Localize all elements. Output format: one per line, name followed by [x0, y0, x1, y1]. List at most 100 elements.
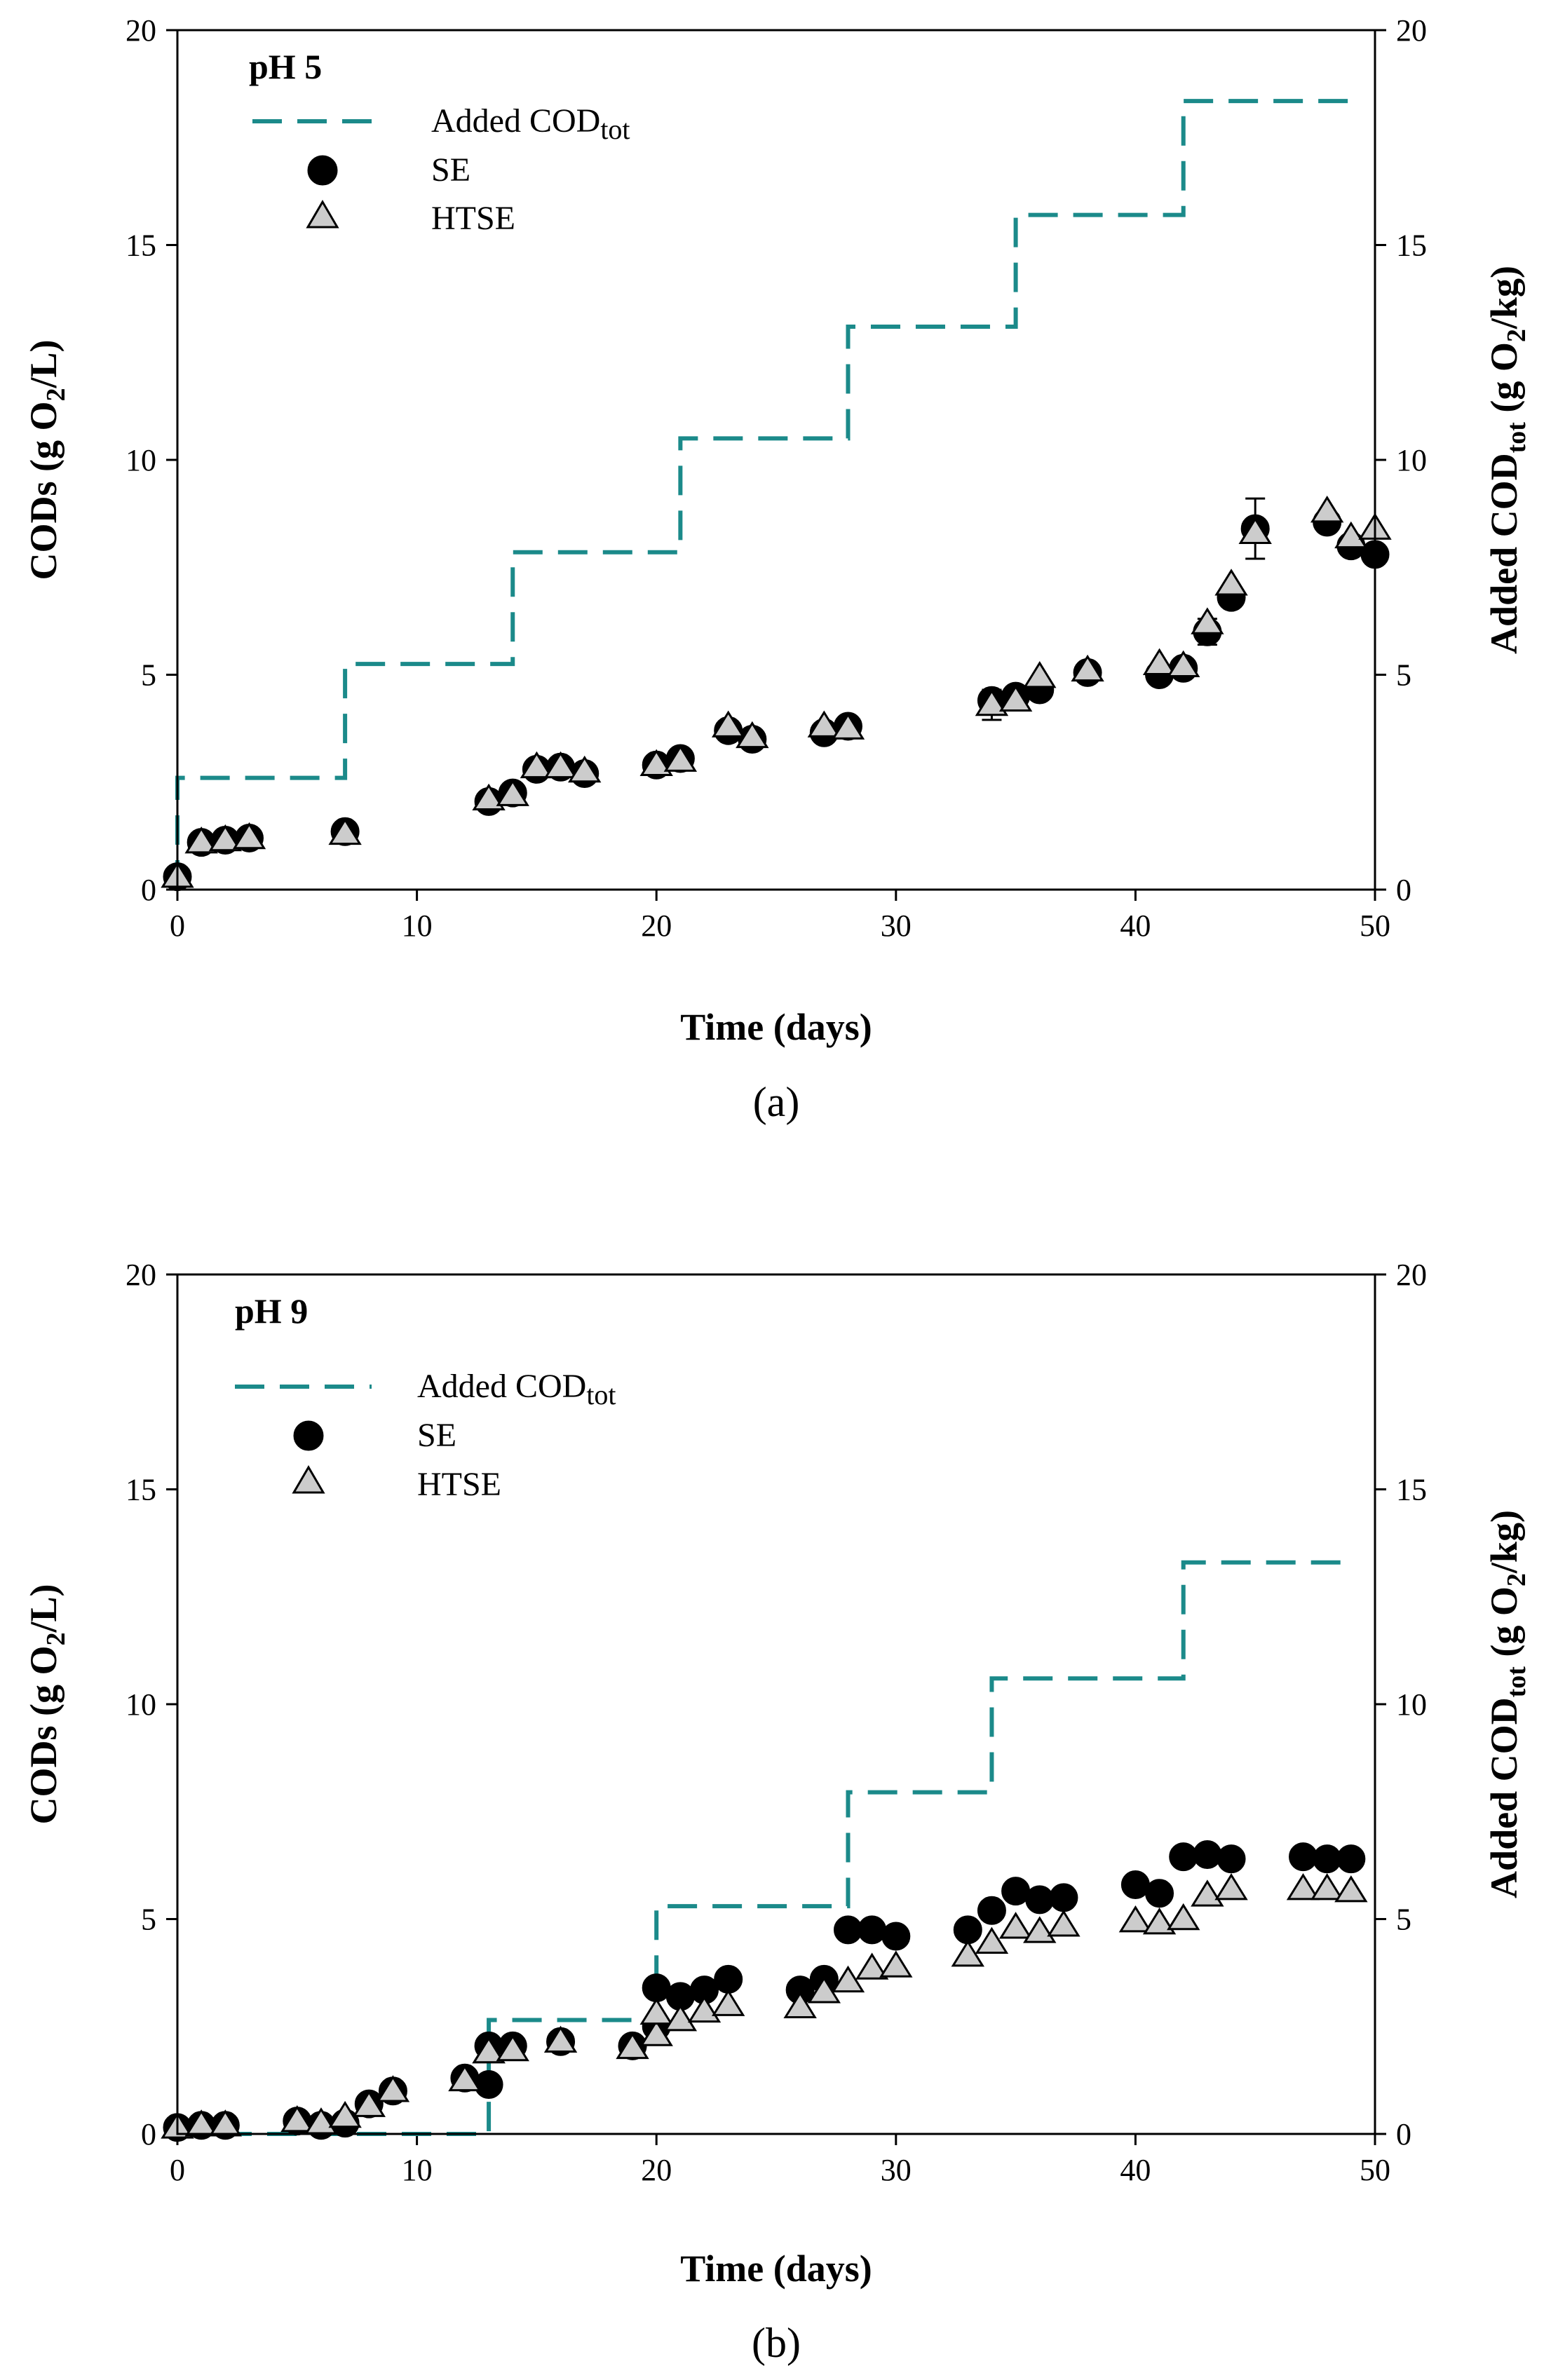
x-axis-title: Time (days)	[680, 1006, 872, 1048]
x-tick-label: 30	[881, 909, 912, 943]
htse-point	[328, 817, 362, 845]
x-tick-label: 10	[402, 2153, 433, 2187]
plot-frame	[176, 29, 1376, 891]
htse-point	[208, 824, 243, 852]
panel-label: (a)	[753, 1079, 800, 1125]
htse-point	[711, 710, 745, 737]
htse-point	[1167, 650, 1200, 678]
htse-point	[1310, 495, 1344, 523]
htse-point	[663, 744, 698, 772]
condition-label: pH 9	[235, 1291, 308, 1331]
se-point	[1145, 1879, 1174, 1908]
plot-frame	[176, 1273, 1376, 2135]
htse-point	[1142, 1908, 1177, 1935]
htse-point	[543, 751, 578, 779]
x-tick-label: 50	[1360, 2153, 1390, 2187]
y-right-tick-label: 10	[1396, 1687, 1427, 1722]
legend-se-marker	[293, 1420, 324, 1451]
legend-se-label: SE	[431, 151, 470, 189]
htse-point	[687, 1995, 722, 2023]
htse-point	[855, 1952, 889, 1980]
se-point	[714, 1964, 743, 1994]
x-tick-label: 40	[1120, 909, 1151, 943]
y-right-tick-label: 20	[1396, 1258, 1427, 1292]
htse-point	[639, 749, 673, 777]
panel-label: (b)	[752, 2320, 801, 2366]
y-axis-right-title: Added CODtot (g O2/kg)	[1483, 1510, 1531, 1898]
y-tick-label: 0	[141, 873, 156, 907]
htse-point	[639, 2019, 673, 2046]
htse-point	[975, 1926, 1009, 1954]
htse-point	[1191, 1879, 1224, 1907]
y-tick-label: 15	[126, 1473, 156, 1507]
se-point	[1169, 1842, 1198, 1872]
legend-se-label: SE	[417, 1417, 456, 1454]
se-point	[1120, 1870, 1150, 1899]
se-point	[833, 1915, 862, 1945]
se-point	[474, 2070, 503, 2100]
htse-point	[280, 2105, 314, 2133]
htse-point	[1023, 660, 1057, 688]
htse-point	[1334, 1875, 1368, 1903]
se-point	[953, 1915, 982, 1945]
htse-point	[951, 1940, 984, 1967]
htse-point	[496, 2034, 529, 2062]
htse-point	[472, 783, 506, 811]
legend-htse-marker	[292, 1465, 325, 1494]
htse-point	[831, 712, 865, 740]
x-tick-label: 0	[170, 909, 185, 943]
legend-htse-label: HTSE	[417, 1466, 501, 1503]
x-tick-label: 40	[1120, 2153, 1151, 2187]
htse-point	[568, 755, 602, 783]
htse-point	[1191, 607, 1224, 634]
y-tick-label: 5	[141, 658, 156, 693]
htse-point	[1118, 1905, 1153, 1933]
htse-point	[1310, 1873, 1344, 1900]
y-axis-right-title: Added CODtot (g O2/kg)	[1483, 266, 1531, 654]
y-right-tick-label: 20	[1396, 13, 1427, 48]
y-right-tick-label: 0	[1396, 873, 1411, 907]
x-tick-label: 30	[881, 2153, 912, 2187]
htse-point	[616, 2032, 649, 2060]
htse-point	[448, 2064, 482, 2092]
x-tick-label: 10	[402, 909, 433, 943]
se-point	[1289, 1842, 1318, 1872]
y-axis-title: CODs (g O2/L)	[22, 1584, 71, 1824]
htse-point	[1023, 1916, 1057, 1943]
htse-point	[783, 1991, 817, 2018]
y-right-tick-label: 0	[1396, 2117, 1411, 2151]
y-tick-label: 10	[126, 1687, 156, 1722]
y-axis-title: CODs (g O2/L)	[22, 339, 71, 580]
htse-point	[831, 1965, 865, 1993]
se-point	[1336, 1844, 1366, 1874]
htse-point	[807, 1976, 841, 2004]
htse-point	[879, 1950, 913, 1978]
y-tick-label: 5	[141, 1903, 156, 1937]
htse-point	[543, 2025, 578, 2053]
se-point	[1193, 1840, 1222, 1870]
htse-point	[520, 751, 554, 779]
x-tick-label: 20	[641, 2153, 672, 2187]
htse-point	[496, 779, 529, 806]
legend-se-marker	[307, 155, 338, 186]
htse-point	[736, 721, 769, 749]
htse-point	[1214, 1873, 1248, 1900]
y-tick-label: 10	[126, 443, 156, 477]
x-tick-label: 0	[170, 2153, 185, 2187]
legend-added-label: Added CODtot	[431, 102, 630, 145]
htse-point	[472, 2036, 506, 2064]
y-right-tick-label: 15	[1396, 229, 1427, 263]
se-point	[1313, 1844, 1342, 1874]
htse-point	[1167, 1903, 1200, 1931]
se-point	[1025, 1885, 1055, 1915]
y-right-tick-label: 5	[1396, 658, 1411, 693]
htse-point	[352, 2090, 386, 2117]
htse-point	[1238, 517, 1272, 544]
legend: Added CODtot SE HTSE	[252, 102, 630, 237]
htse-point	[328, 2100, 362, 2128]
htse-point	[376, 2075, 410, 2102]
